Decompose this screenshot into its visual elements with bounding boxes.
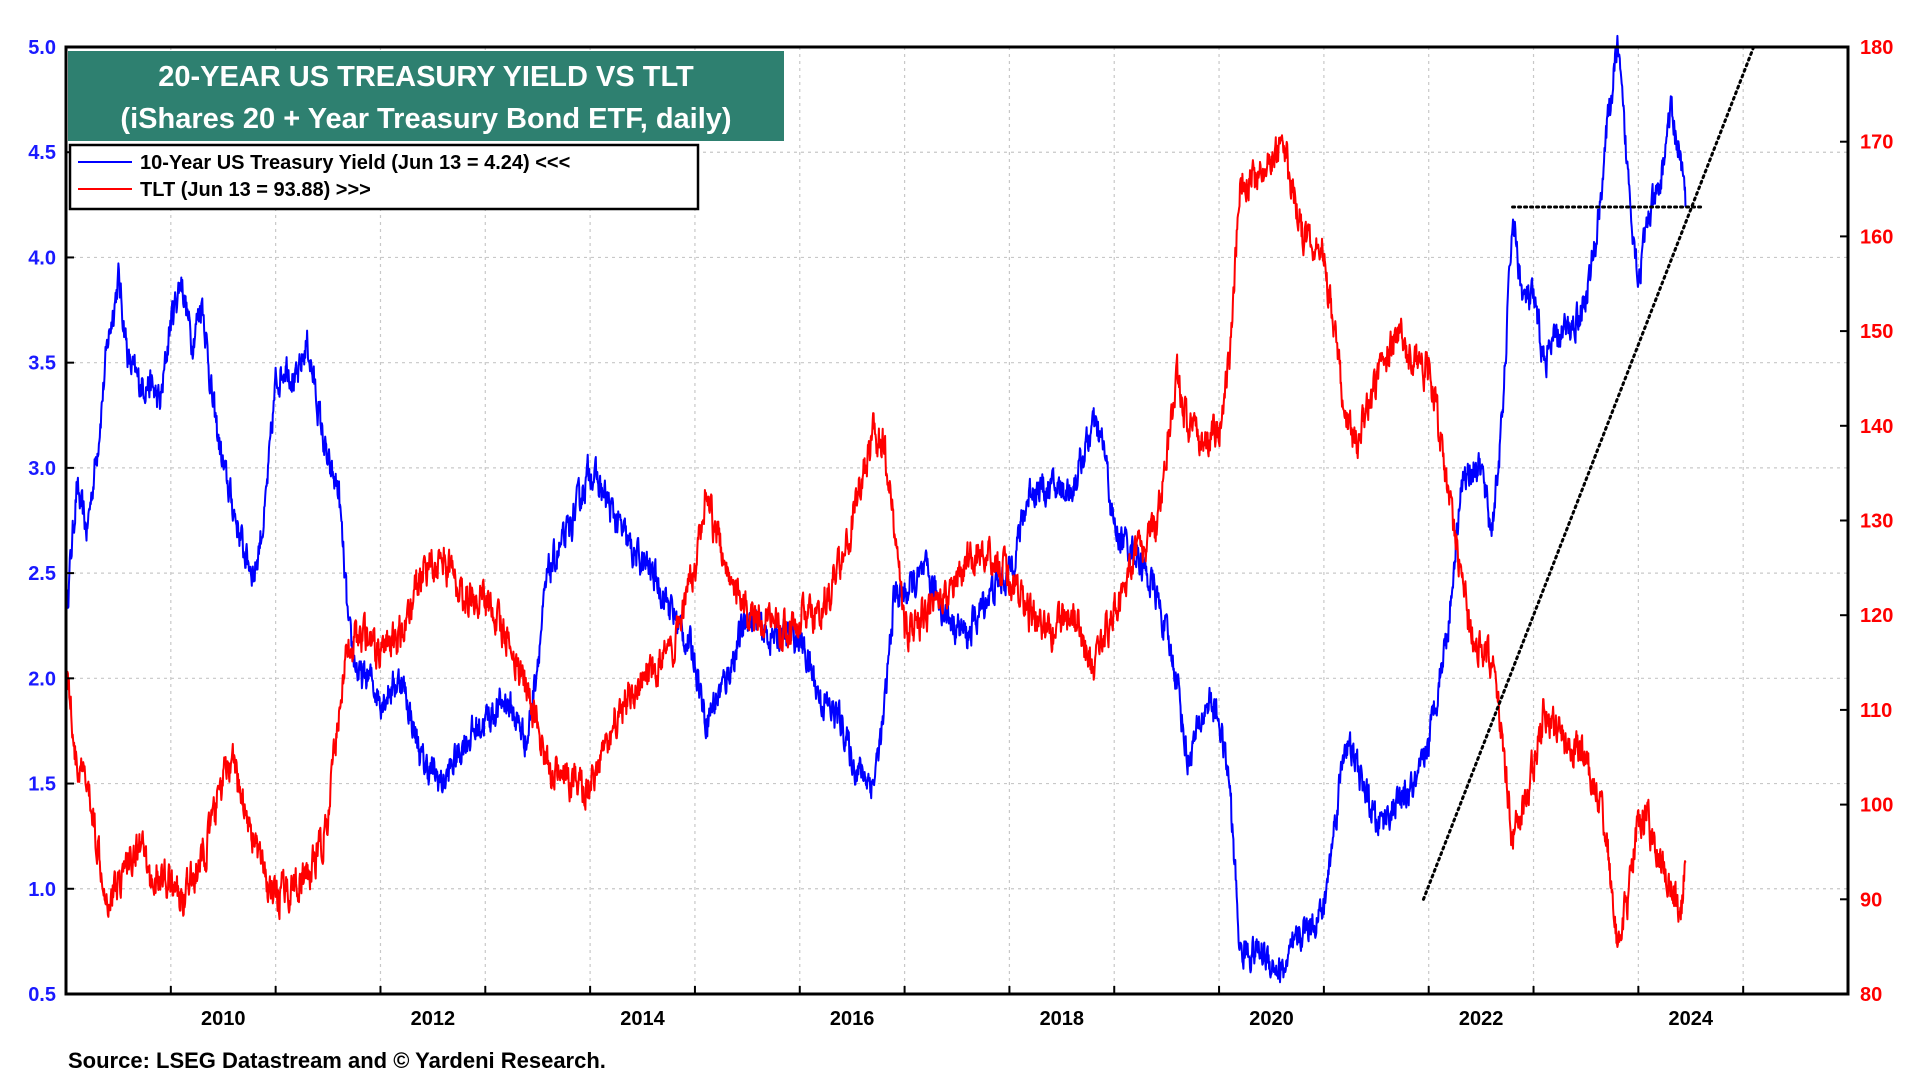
right-tick-label: 90: [1860, 889, 1882, 911]
x-tick-label: 2020: [1249, 1008, 1294, 1030]
legend: 10-Year US Treasury Yield (Jun 13 = 4.24…: [68, 143, 700, 211]
x-tick-label: 2014: [620, 1008, 665, 1030]
chart-title: 20-YEAR US TREASURY YIELD VS TLT: [158, 61, 694, 93]
legend-entry-yield: 10-Year US Treasury Yield (Jun 13 = 4.24…: [140, 152, 570, 174]
left-tick-label: 4.0: [28, 247, 56, 269]
x-tick-label: 2010: [201, 1008, 246, 1030]
right-tick-label: 160: [1860, 226, 1893, 248]
left-y-axis: 0.5 1.0 1.5 2.0 2.5 3.0 3.5 4.0 4.5 5.0: [28, 37, 74, 1006]
source-note: Source: LSEG Datastream and © Yardeni Re…: [68, 1048, 606, 1073]
title-background: [68, 51, 784, 141]
right-y-axis: 80 90 100 110 120 130 140 150 160 170 180: [1840, 37, 1893, 1006]
series-line-yield: [65, 34, 1687, 984]
series-layer: [65, 34, 1687, 984]
right-tick-label: 110: [1860, 700, 1892, 722]
right-tick-label: 100: [1860, 795, 1893, 817]
right-tick-label: 80: [1860, 984, 1882, 1006]
x-tick-label: 2012: [411, 1008, 456, 1030]
right-tick-label: 150: [1860, 321, 1893, 343]
right-tick-label: 170: [1860, 132, 1893, 154]
left-tick-label: 3.5: [28, 353, 56, 375]
right-tick-label: 140: [1860, 416, 1893, 438]
x-axis: 2010 2012 2014 2016 2018 2020 2022 2024: [65, 986, 1849, 1030]
right-tick-label: 120: [1860, 605, 1893, 627]
x-tick-label: 2024: [1669, 1008, 1714, 1030]
chart-subtitle: (iShares 20 + Year Treasury Bond ETF, da…: [120, 103, 731, 135]
x-tick-label: 2016: [830, 1008, 875, 1030]
left-tick-label: 3.0: [28, 458, 56, 480]
chart-title-box: 20-YEAR US TREASURY YIELD VS TLT (iShare…: [68, 51, 784, 141]
right-tick-label: 130: [1860, 511, 1893, 533]
right-tick-label: 180: [1860, 37, 1893, 59]
left-tick-label: 1.5: [28, 774, 56, 796]
legend-entry-tlt: TLT (Jun 13 = 93.88) >>>: [140, 179, 371, 201]
left-tick-label: 5.0: [28, 37, 56, 59]
left-tick-label: 2.0: [28, 668, 56, 690]
left-tick-label: 4.5: [28, 142, 56, 164]
trend-line-rising: [1421, 45, 1756, 901]
left-tick-label: 0.5: [28, 984, 56, 1006]
left-tick-label: 2.5: [28, 563, 56, 585]
trend-lines: [1421, 45, 1756, 901]
series-line-tlt: [65, 134, 1687, 948]
left-tick-label: 1.0: [28, 879, 56, 901]
legend-box: [68, 143, 700, 211]
x-tick-label: 2018: [1040, 1008, 1085, 1030]
x-tick-label: 2022: [1459, 1008, 1504, 1030]
